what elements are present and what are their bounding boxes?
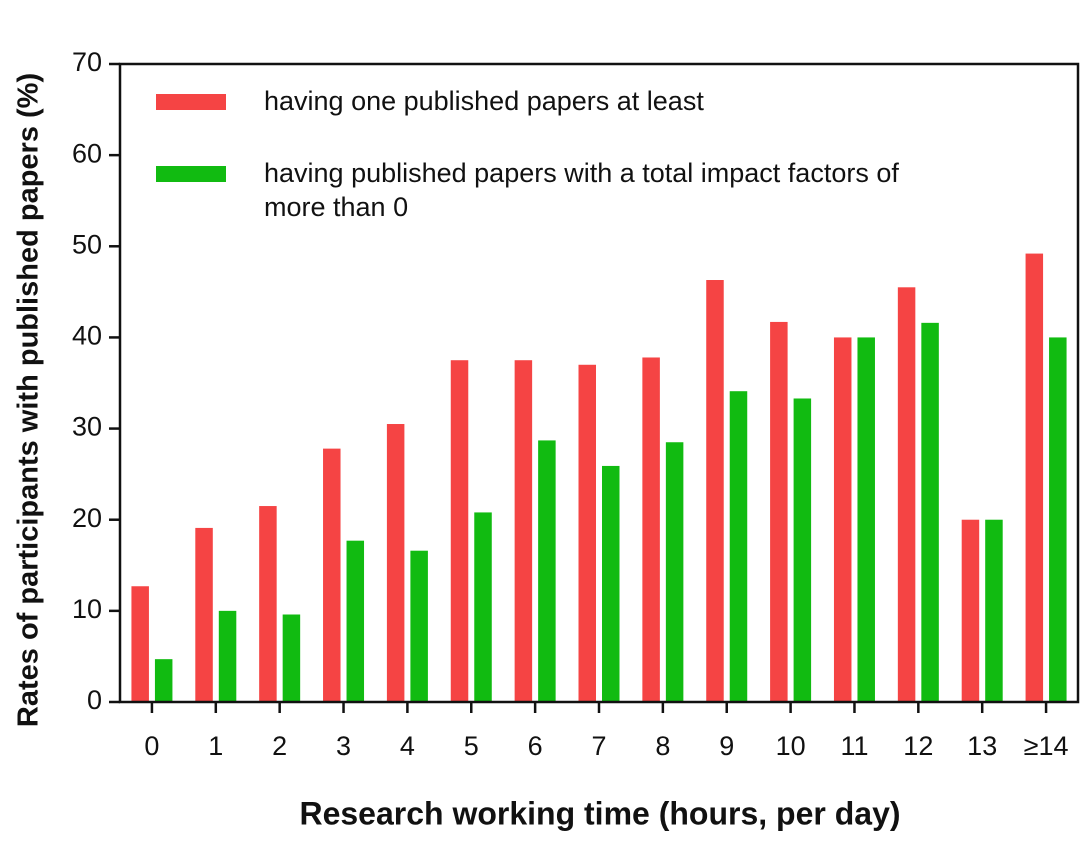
x-tick-label: 5: [464, 731, 479, 761]
x-tick-label: 2: [272, 731, 287, 761]
bar: [985, 519, 1003, 702]
bar: [665, 442, 684, 702]
y-tick-label: 40: [72, 321, 102, 351]
bar: [323, 448, 341, 702]
x-tick-label: 10: [776, 731, 806, 761]
bar: [921, 322, 939, 702]
x-tick-label: 9: [719, 731, 734, 761]
legend-swatch: [156, 166, 226, 182]
y-tick-label: 50: [72, 229, 102, 259]
bar: [282, 614, 301, 702]
x-tick-label: ≥14: [1024, 731, 1069, 761]
legend-swatch: [156, 94, 226, 110]
bar: [770, 321, 788, 702]
y-tick-label: 10: [72, 594, 102, 624]
x-tick-label: 6: [528, 731, 543, 761]
bar: [131, 586, 149, 702]
x-tick-label: 4: [400, 731, 415, 761]
legend-label: having published papers with a total imp…: [264, 158, 899, 222]
bar: [195, 527, 213, 702]
bar: [857, 337, 875, 702]
x-tick-label: 12: [903, 731, 933, 761]
y-axis-title: Rates of participants with published pap…: [13, 73, 45, 727]
x-tick-label: 1: [208, 731, 223, 761]
x-tick-label: 0: [144, 731, 159, 761]
bar: [897, 287, 916, 702]
bar: [729, 391, 748, 702]
bar: [154, 659, 173, 702]
bar: [538, 440, 556, 702]
bar: [474, 512, 492, 702]
plot-frame: [118, 62, 1080, 704]
bar: [410, 550, 428, 702]
bar: [218, 610, 237, 702]
bar: [578, 364, 596, 702]
bar: [642, 357, 660, 702]
bar: [514, 360, 533, 702]
x-tick-label: 11: [840, 731, 868, 761]
bar: [833, 337, 852, 702]
bar: [346, 540, 365, 702]
bar: [706, 280, 724, 702]
bar: [602, 465, 620, 702]
y-tick-label: 60: [72, 138, 102, 168]
bar: [386, 424, 405, 702]
bar: [259, 506, 277, 702]
legend-label: having one published papers at least: [264, 86, 704, 116]
bar: [961, 519, 980, 702]
bar: [793, 398, 812, 702]
x-tick-label: 7: [591, 731, 606, 761]
y-tick-label: 0: [87, 685, 102, 715]
bar: [1025, 253, 1044, 702]
y-tick-label: 20: [72, 503, 102, 533]
x-tick-label: 13: [967, 731, 997, 761]
bar: [450, 360, 469, 702]
x-tick-label: 8: [655, 731, 670, 761]
y-tick-label: 30: [72, 412, 102, 442]
bar: [1049, 337, 1067, 702]
x-axis-title: Research working time (hours, per day): [299, 795, 900, 831]
y-tick-label: 70: [72, 47, 102, 77]
x-tick-label: 3: [336, 731, 351, 761]
